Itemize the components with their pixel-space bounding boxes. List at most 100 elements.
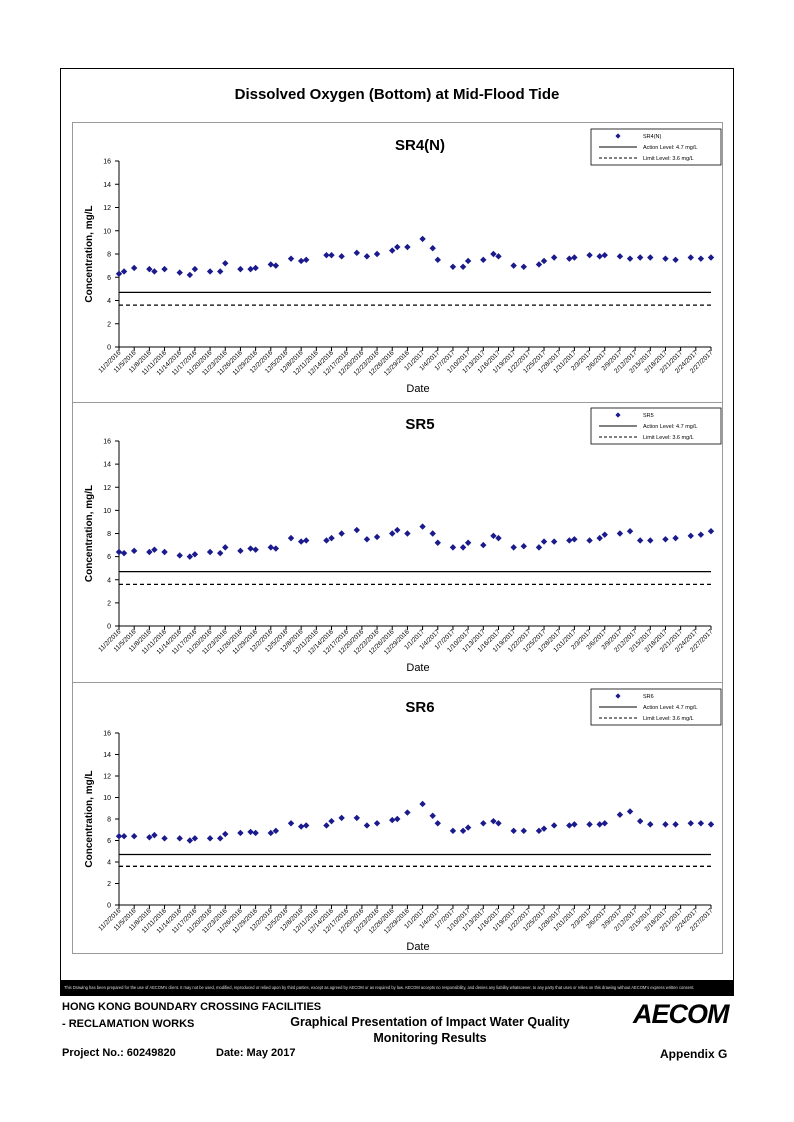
data-point <box>434 820 441 827</box>
data-point <box>672 534 679 542</box>
data-point <box>272 545 280 552</box>
y-tick-label: 8 <box>107 817 111 824</box>
data-point <box>520 543 527 550</box>
data-point <box>459 263 467 270</box>
project-number: Project No.: 60249820 <box>62 1047 176 1059</box>
legend-marker <box>615 693 621 699</box>
y-tick-label: 14 <box>103 752 111 759</box>
data-point <box>373 820 381 827</box>
data-point <box>404 243 411 251</box>
data-point <box>636 817 644 825</box>
data-point <box>389 530 396 537</box>
data-point <box>429 244 436 252</box>
y-axis-label: Concentration, mg/L <box>84 205 95 302</box>
data-point <box>216 268 224 275</box>
legend-marker <box>615 412 621 418</box>
data-point <box>626 255 634 262</box>
data-point <box>571 821 578 828</box>
legend-label: Limit Level: 3.6 mg/L <box>643 435 694 441</box>
data-point <box>237 829 244 837</box>
data-point <box>596 534 603 542</box>
appendix-label: Appendix G <box>660 1047 728 1061</box>
data-point <box>363 822 371 829</box>
data-point <box>419 800 426 808</box>
data-point <box>287 255 295 262</box>
data-point <box>303 822 310 829</box>
data-point <box>252 546 259 553</box>
y-tick-label: 8 <box>107 531 111 538</box>
data-point <box>394 526 401 534</box>
data-point <box>601 820 608 827</box>
data-point <box>566 822 573 829</box>
y-tick-label: 0 <box>107 903 111 910</box>
data-point <box>115 270 123 277</box>
data-point <box>287 534 295 542</box>
y-tick-label: 2 <box>107 321 111 328</box>
data-point <box>130 547 138 555</box>
data-point <box>338 530 345 537</box>
y-tick-label: 6 <box>107 838 111 845</box>
data-point <box>120 268 128 275</box>
data-point <box>616 811 624 818</box>
data-point <box>373 533 381 541</box>
data-point <box>353 814 361 822</box>
data-point <box>662 821 669 828</box>
data-point <box>566 537 573 544</box>
data-point <box>151 268 158 275</box>
data-point <box>363 536 371 543</box>
data-point <box>303 537 310 544</box>
data-point <box>323 537 330 544</box>
data-point <box>353 526 361 534</box>
data-point <box>697 820 705 827</box>
data-point <box>161 265 168 273</box>
y-tick-label: 6 <box>107 275 111 282</box>
data-point <box>287 820 295 827</box>
data-point <box>297 538 305 545</box>
data-point <box>176 835 183 842</box>
y-tick-label: 4 <box>107 860 111 867</box>
data-point <box>297 823 305 830</box>
data-point <box>566 255 573 262</box>
data-point <box>120 549 128 557</box>
data-point <box>550 822 558 829</box>
chart-title: SR6 <box>405 699 434 716</box>
data-point <box>601 531 608 538</box>
y-axis-label: Concentration, mg/L <box>84 485 95 582</box>
data-point <box>510 262 517 269</box>
data-point <box>571 254 578 261</box>
y-tick-label: 8 <box>107 252 111 259</box>
data-point <box>247 828 254 836</box>
data-point <box>404 809 411 816</box>
legend-label: Limit Level: 3.6 mg/L <box>643 156 694 162</box>
data-point <box>176 269 183 276</box>
data-point <box>601 251 608 259</box>
data-point <box>550 254 558 261</box>
data-point <box>328 251 335 259</box>
y-tick-label: 4 <box>107 298 111 305</box>
data-point <box>389 816 396 824</box>
data-point <box>297 257 305 265</box>
data-point <box>252 264 259 272</box>
data-point <box>130 833 138 840</box>
data-point <box>429 530 436 537</box>
y-tick-label: 4 <box>107 577 111 584</box>
data-point <box>267 544 274 551</box>
data-point <box>206 548 214 556</box>
data-point <box>267 261 274 268</box>
data-point <box>363 253 371 260</box>
chart-panel-sr6: SR6 0 2 4 6 8 10 12 14 16 Concentration, mg/L 11/2/… <box>72 682 723 954</box>
data-point <box>687 254 694 261</box>
legend-label: Limit Level: 3.6 mg/L <box>643 716 694 722</box>
y-tick-label: 16 <box>103 439 111 446</box>
data-point <box>353 249 361 257</box>
data-point <box>586 537 593 544</box>
y-tick-label: 10 <box>103 228 111 235</box>
data-point <box>389 247 396 254</box>
data-point <box>434 256 441 264</box>
data-point <box>434 539 441 546</box>
data-point <box>449 263 457 270</box>
y-tick-label: 12 <box>103 205 111 212</box>
data-point <box>191 265 199 273</box>
